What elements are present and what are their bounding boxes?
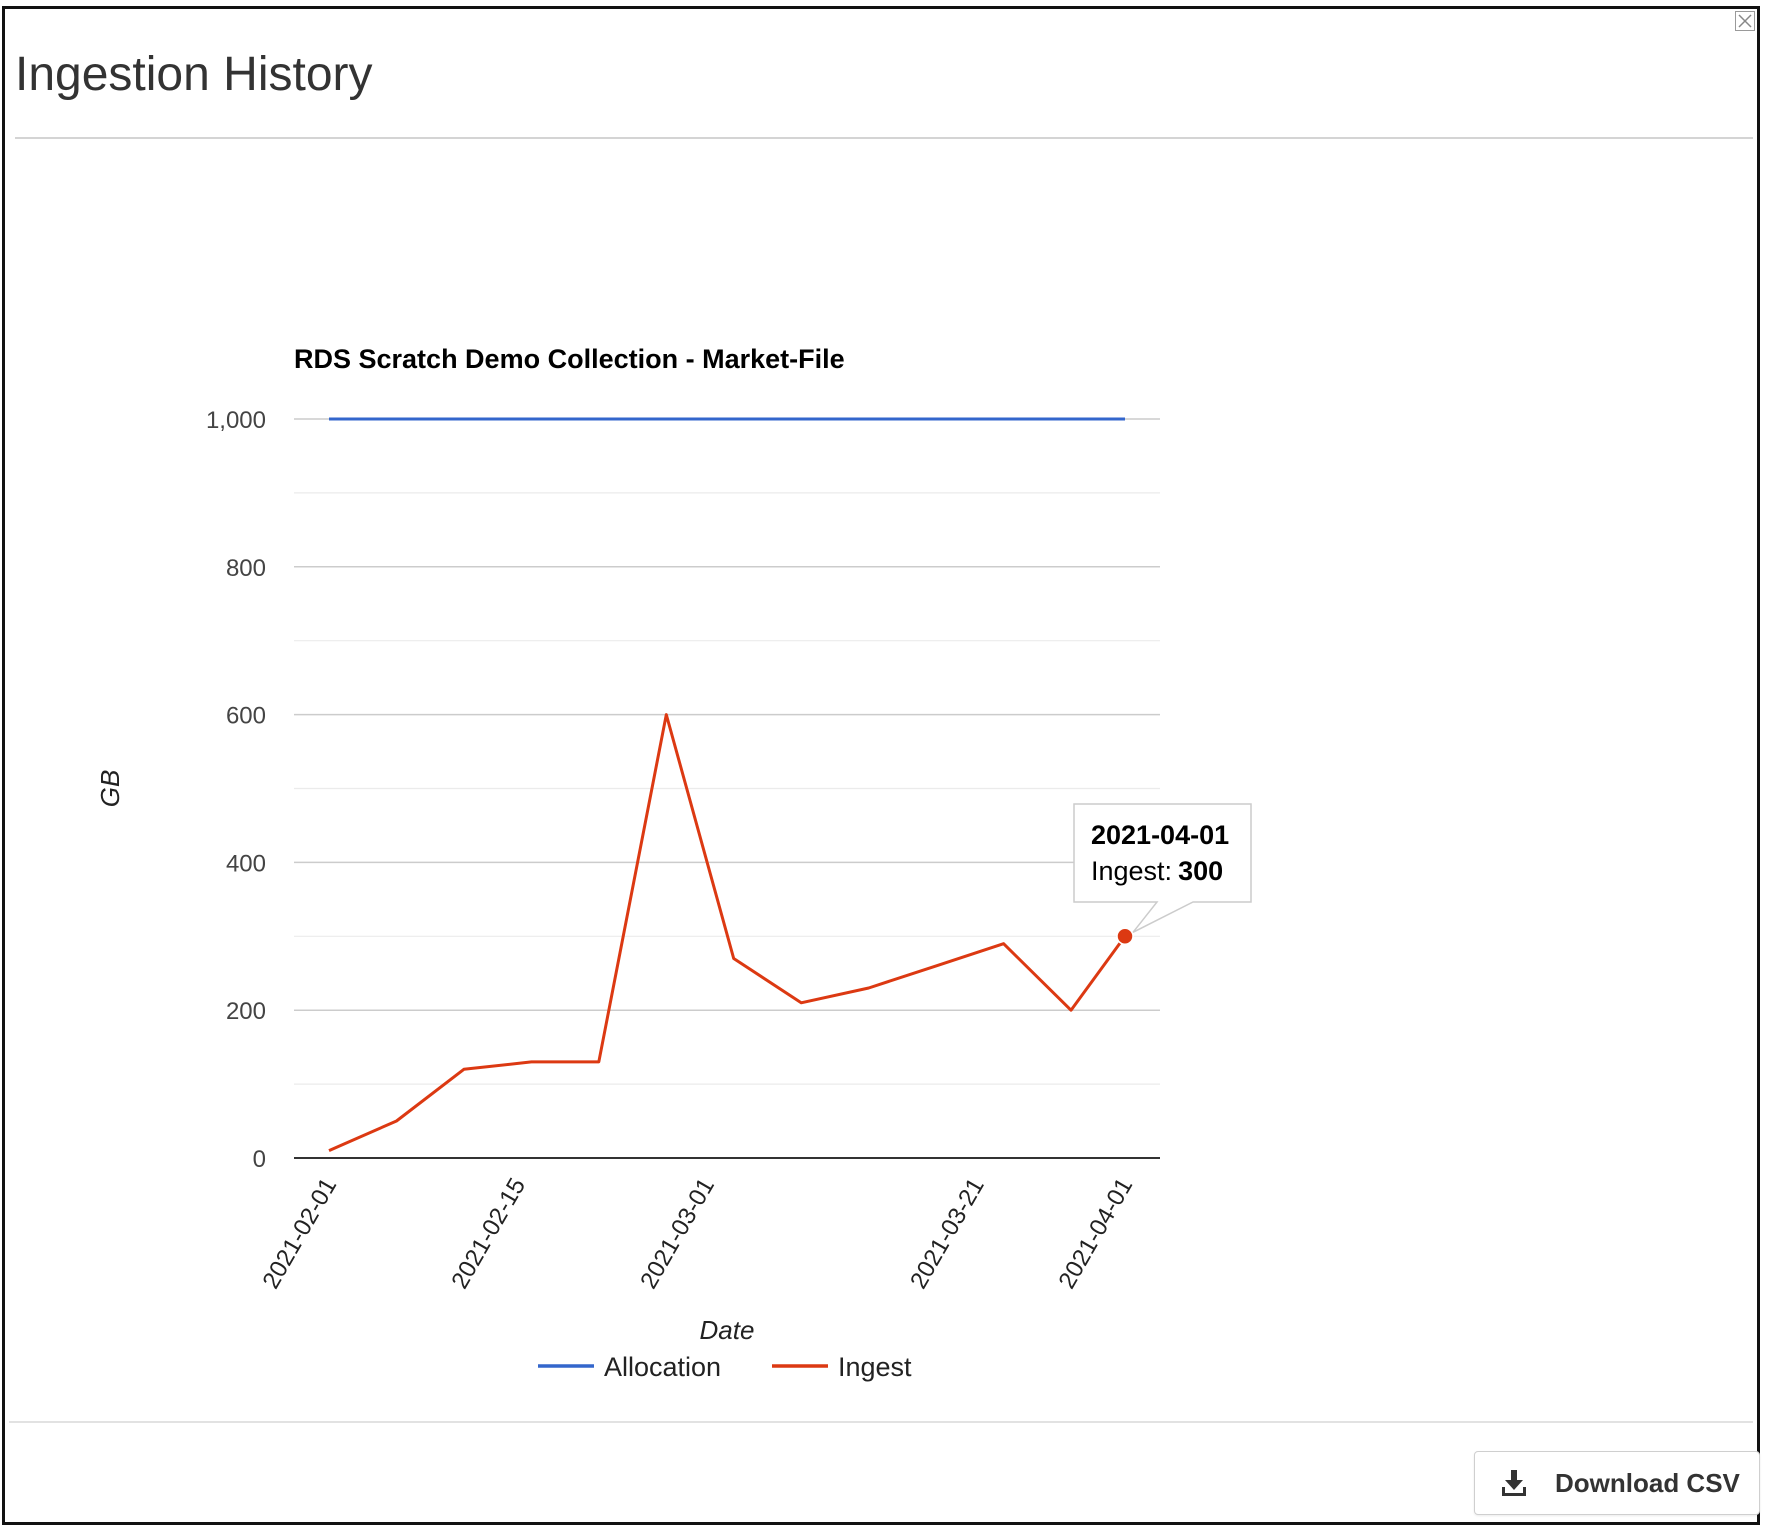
x-axis-title: Date — [700, 1315, 755, 1345]
chart-gridlines — [294, 418, 1160, 1085]
x-tick-label: 2021-04-01 — [1053, 1174, 1138, 1294]
chart-series — [328, 417, 1134, 1152]
x-axis-ticks: 2021-02-01 2021-02-15 2021-03-01 2021-03-21… — [257, 1174, 1138, 1294]
legend-label-allocation: Allocation — [604, 1352, 721, 1382]
chart-title: RDS Scratch Demo Collection - Market-Fil… — [294, 344, 845, 374]
tooltip-point — [1116, 927, 1134, 946]
tooltip-line: Ingest: 300 — [1091, 856, 1223, 886]
y-axis-ticks: 0 200 400 600 800 1,000 — [206, 407, 266, 1173]
tooltip-label: Ingest: — [1091, 856, 1172, 886]
ingestion-history-modal: Ingestion History — [2, 6, 1760, 1525]
tooltip-value: 300 — [1178, 856, 1223, 886]
y-tick-label: 400 — [226, 850, 266, 877]
download-csv-button[interactable]: Download CSV — [1474, 1451, 1760, 1515]
tooltip-box — [1073, 803, 1252, 933]
download-csv-label: Download CSV — [1555, 1467, 1740, 1498]
y-tick-label: 0 — [253, 1146, 266, 1173]
x-tick-label: 2021-02-01 — [257, 1174, 342, 1294]
x-tick-label: 2021-02-15 — [446, 1174, 531, 1294]
y-tick-label: 200 — [226, 998, 266, 1025]
y-tick-label: 600 — [226, 703, 266, 730]
x-tick-label: 2021-03-01 — [635, 1174, 720, 1294]
chart-tooltip: 2021-04-01 Ingest: 300 — [1073, 803, 1252, 933]
x-tick-label: 2021-03-21 — [905, 1174, 990, 1294]
series-line-ingest — [328, 713, 1127, 1152]
y-tick-label: 1,000 — [206, 407, 266, 434]
close-icon — [1738, 14, 1752, 28]
modal-title: Ingestion History — [15, 48, 373, 101]
legend-label-ingest: Ingest — [838, 1352, 912, 1382]
chart-legend: Allocation Ingest — [538, 1352, 912, 1382]
y-tick-label: 800 — [226, 555, 266, 582]
y-axis-title: GB — [95, 770, 125, 808]
footer-divider — [9, 1421, 1753, 1423]
download-icon — [1502, 1470, 1526, 1496]
header-divider — [15, 137, 1753, 139]
close-button[interactable] — [1735, 11, 1755, 31]
tooltip-date: 2021-04-01 — [1091, 820, 1229, 850]
